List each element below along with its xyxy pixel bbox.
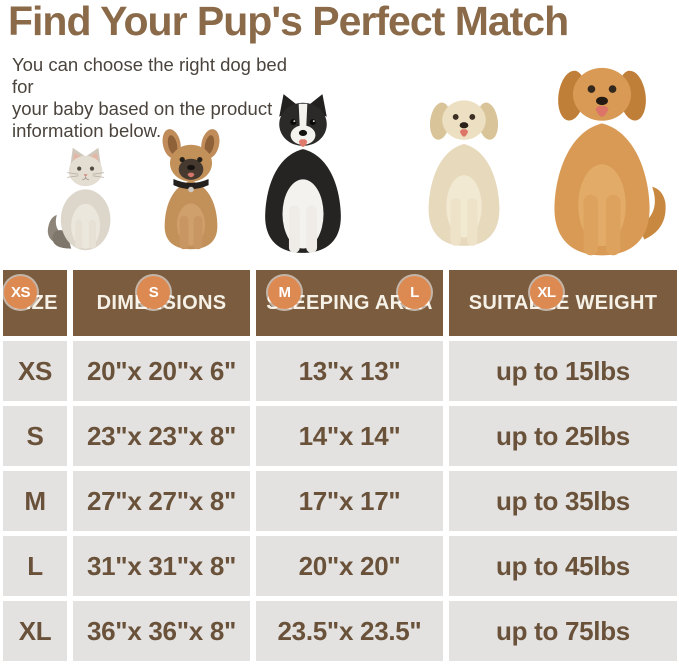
cell-xl-sleeping: 23.5"x 23.5" bbox=[256, 601, 443, 661]
border-collie-photo-m bbox=[265, 94, 341, 253]
page-title: Find Your Pup's Perfect Match bbox=[8, 0, 569, 44]
size-chart-table: SIZE DIMENSIONS SLEEPING AREA SUITABLE W… bbox=[3, 270, 677, 661]
size-badge-xs: XS bbox=[4, 276, 37, 309]
size-badge-m: M bbox=[268, 276, 301, 309]
golden-retriever-photo-xl bbox=[554, 67, 666, 256]
subtitle-line: You can choose the right dog bed for bbox=[12, 54, 287, 97]
cell-m-weight: up to 35lbs bbox=[449, 471, 677, 531]
cell-l-sleeping: 20"x 20" bbox=[256, 536, 443, 596]
column-header-suitable-weight: SUITABLE WEIGHT bbox=[449, 270, 677, 336]
cell-l-size: L bbox=[3, 536, 67, 596]
cell-xl-dimensions: 36"x 36"x 8" bbox=[73, 601, 250, 661]
subtitle-line: information below. bbox=[12, 120, 162, 141]
cell-xs-size: XS bbox=[3, 341, 67, 401]
page-subtitle: You can choose the right dog bed for you… bbox=[12, 54, 312, 142]
cell-s-weight: up to 25lbs bbox=[449, 406, 677, 466]
cell-s-size: S bbox=[3, 406, 67, 466]
cell-s-dimensions: 23"x 23"x 8" bbox=[73, 406, 250, 466]
cell-xl-size: XL bbox=[3, 601, 67, 661]
cell-m-sleeping: 17"x 17" bbox=[256, 471, 443, 531]
pet-size-lineup: XS S M L XL bbox=[0, 56, 679, 309]
golden-retriever-puppy-photo-l bbox=[428, 100, 500, 246]
cell-s-sleeping: 14"x 14" bbox=[256, 406, 443, 466]
cell-xs-dimensions: 20"x 20"x 6" bbox=[73, 341, 250, 401]
cell-l-dimensions: 31"x 31"x 8" bbox=[73, 536, 250, 596]
french-bulldog-photo-s bbox=[162, 129, 220, 250]
cell-m-size: M bbox=[3, 471, 67, 531]
size-badge-xl: XL bbox=[530, 276, 563, 309]
size-badge-s: S bbox=[137, 276, 170, 309]
cat-photo-xs bbox=[47, 147, 111, 251]
subtitle-line: your baby based on the product bbox=[12, 98, 273, 119]
cell-m-dimensions: 27"x 27"x 8" bbox=[73, 471, 250, 531]
cell-l-weight: up to 45lbs bbox=[449, 536, 677, 596]
cell-xl-weight: up to 75lbs bbox=[449, 601, 677, 661]
size-badge-l: L bbox=[398, 276, 431, 309]
cell-xs-sleeping: 13"x 13" bbox=[256, 341, 443, 401]
cell-xs-weight: up to 15lbs bbox=[449, 341, 677, 401]
